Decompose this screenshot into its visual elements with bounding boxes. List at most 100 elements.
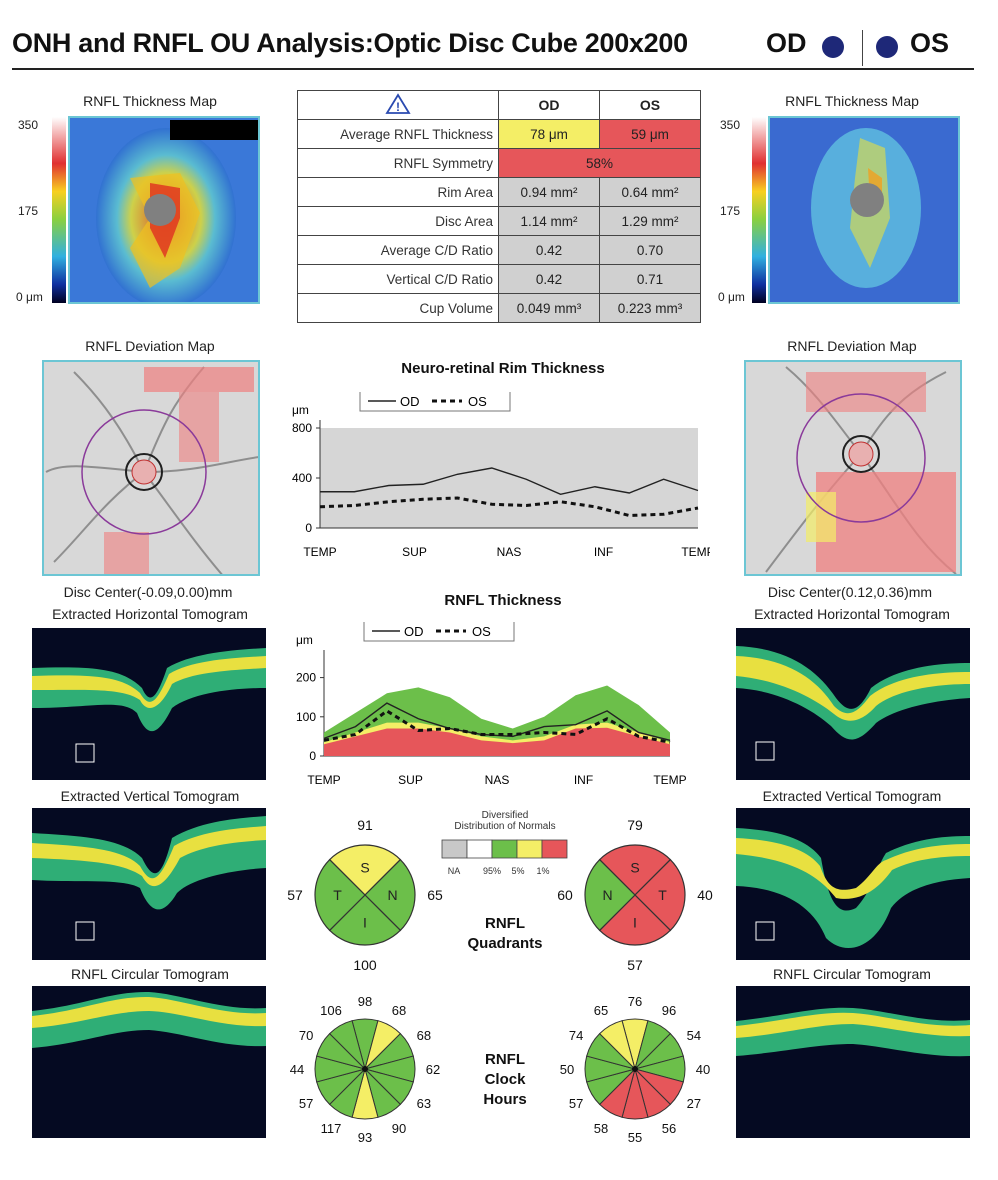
- legend-os-label: OS: [472, 624, 491, 639]
- table-header-row: ! OD OS: [297, 90, 701, 120]
- clock-value: 63: [417, 1096, 431, 1111]
- row-label: Vertical C/D Ratio: [297, 264, 499, 294]
- row-label: Rim Area: [297, 177, 499, 207]
- quadrant-sector: [328, 844, 402, 896]
- table-row: RNFL Symmetry 58%: [297, 148, 701, 178]
- os-circular-caption: RNFL Circular Tomogram: [773, 966, 931, 982]
- svg-text:!: !: [396, 100, 400, 114]
- quadrant-letter: S: [360, 860, 369, 876]
- row-label: RNFL Symmetry: [297, 148, 499, 178]
- x-tick-label: TEMP: [681, 545, 710, 559]
- quadrant-sector: [314, 858, 366, 932]
- quadrant-letter: S: [630, 860, 639, 876]
- symmetry-value: 58%: [498, 148, 701, 178]
- y-tick-label: 800: [292, 421, 312, 435]
- metrics-table: ! OD OS Average RNFL Thickness 78 μm 59 …: [297, 90, 701, 323]
- os-deviation-caption: RNFL Deviation Map: [787, 338, 917, 354]
- os-color-scale: [752, 117, 766, 303]
- y-tick-label: 0: [305, 521, 312, 535]
- row-label: Average RNFL Thickness: [297, 119, 499, 149]
- legend-swatch: [491, 839, 518, 859]
- clock-hours-label: RNFL Clock Hours: [450, 1050, 560, 1110]
- os-scale-min: 0 μm: [718, 290, 745, 304]
- plot-area: [320, 428, 698, 528]
- quadrant-sector: [598, 844, 672, 896]
- quadrant-letter: I: [633, 915, 637, 931]
- legend-swatch: [516, 839, 543, 859]
- clock-value: 90: [392, 1121, 406, 1136]
- os-vertical-tomogram: [736, 808, 970, 960]
- clock-value: 27: [687, 1096, 701, 1111]
- normals-legend: NA 95% 5% 1%: [441, 839, 568, 876]
- series-od-line: [323, 702, 671, 741]
- table-row: Average RNFL Thickness 78 μm 59 μm: [297, 119, 701, 149]
- od-deviation-map: [42, 360, 260, 576]
- od-value: 1.14 mm²: [498, 206, 600, 236]
- quadrant-sector: [584, 858, 636, 932]
- quadrant-sector: [598, 894, 672, 946]
- od-vertical-caption: Extracted Vertical Tomogram: [60, 788, 240, 804]
- os-horizontal-tomogram: [736, 628, 970, 780]
- clock-center: [362, 1066, 368, 1072]
- od-deviation-caption: RNFL Deviation Map: [85, 338, 215, 354]
- od-value: 0.42: [498, 264, 600, 294]
- clock-value: 76: [628, 994, 642, 1009]
- clock-label-line3: Hours: [483, 1091, 527, 1108]
- table-row: Disc Area 1.14 mm² 1.29 mm²: [297, 206, 701, 236]
- od-value: 0.42: [498, 235, 600, 265]
- quadrant-sector: [328, 894, 402, 946]
- warning-icon: !: [297, 90, 499, 120]
- os-label: OS: [910, 28, 950, 58]
- report-title: ONH and RNFL OU Analysis:Optic Disc Cube…: [12, 28, 688, 58]
- clock-value: 58: [594, 1121, 608, 1136]
- normal-band-1: [324, 727, 670, 756]
- os-quadrant-chart: S 79 T 40 I 57 N 60: [557, 817, 713, 973]
- table-row: Cup Volume 0.049 mm³ 0.223 mm³: [297, 293, 701, 323]
- clock-value: 54: [687, 1028, 701, 1043]
- os-deviation-map: [744, 360, 962, 576]
- clock-value: 55: [628, 1130, 642, 1145]
- clock-value: 106: [320, 1003, 342, 1018]
- legend-label: 5%: [511, 866, 524, 876]
- legend-od-label: OD: [400, 394, 420, 409]
- od-horizontal-tomogram: [32, 628, 266, 780]
- x-tick-label: NAS: [485, 773, 510, 787]
- od-disc-center: Disc Center(-0.09,0.00)mm: [63, 584, 233, 600]
- od-scale-min: 0 μm: [16, 290, 43, 304]
- clock-value: 68: [392, 1003, 406, 1018]
- os-value: 59 μm: [599, 119, 701, 149]
- clock-value: 74: [569, 1028, 583, 1043]
- quadrant-sector: [364, 858, 416, 932]
- os-vertical-caption: Extracted Vertical Tomogram: [762, 788, 942, 804]
- clock-value: 98: [358, 994, 372, 1009]
- clock-label-line2: Clock: [484, 1071, 526, 1088]
- quadrant-letter: T: [333, 887, 342, 903]
- quadrant-value: 79: [627, 817, 643, 833]
- os-thickness-map-caption: RNFL Thickness Map: [785, 93, 919, 109]
- col-os: OS: [599, 90, 701, 120]
- legend-label: NA: [448, 866, 461, 876]
- od-thickness-map-caption: RNFL Thickness Map: [83, 93, 217, 109]
- od-quadrant-chart: S 91 N 65 I 100 T 57: [287, 817, 443, 973]
- od-circular-caption: RNFL Circular Tomogram: [71, 966, 229, 982]
- od-value: 78 μm: [498, 119, 600, 149]
- series-os-line: [319, 496, 699, 518]
- x-tick-label: NAS: [497, 545, 522, 559]
- quadrant-value: 91: [357, 817, 373, 833]
- quadrants-label-line1: RNFL: [485, 915, 525, 932]
- os-circular-tomogram: [736, 986, 970, 1138]
- legend-swatch: [466, 839, 493, 859]
- od-horizontal-caption: Extracted Horizontal Tomogram: [52, 606, 248, 622]
- quadrant-letter: N: [602, 887, 612, 903]
- rim-thickness-chart: μm 800 400 0 TEMP SUP NAS INF TEMP OD OS: [292, 392, 710, 559]
- legend-od-label: OD: [404, 624, 424, 639]
- quadrant-value: 57: [287, 887, 303, 903]
- header-divider: [862, 30, 863, 66]
- table-row: Average C/D Ratio 0.42 0.70: [297, 235, 701, 265]
- legend-label: 1%: [536, 866, 549, 876]
- quadrants-label: RNFL Quadrants: [450, 914, 560, 954]
- od-eye-icon: [822, 36, 844, 58]
- clock-center: [632, 1066, 638, 1072]
- clock-value: 57: [299, 1096, 313, 1111]
- series-os-line: [323, 709, 671, 744]
